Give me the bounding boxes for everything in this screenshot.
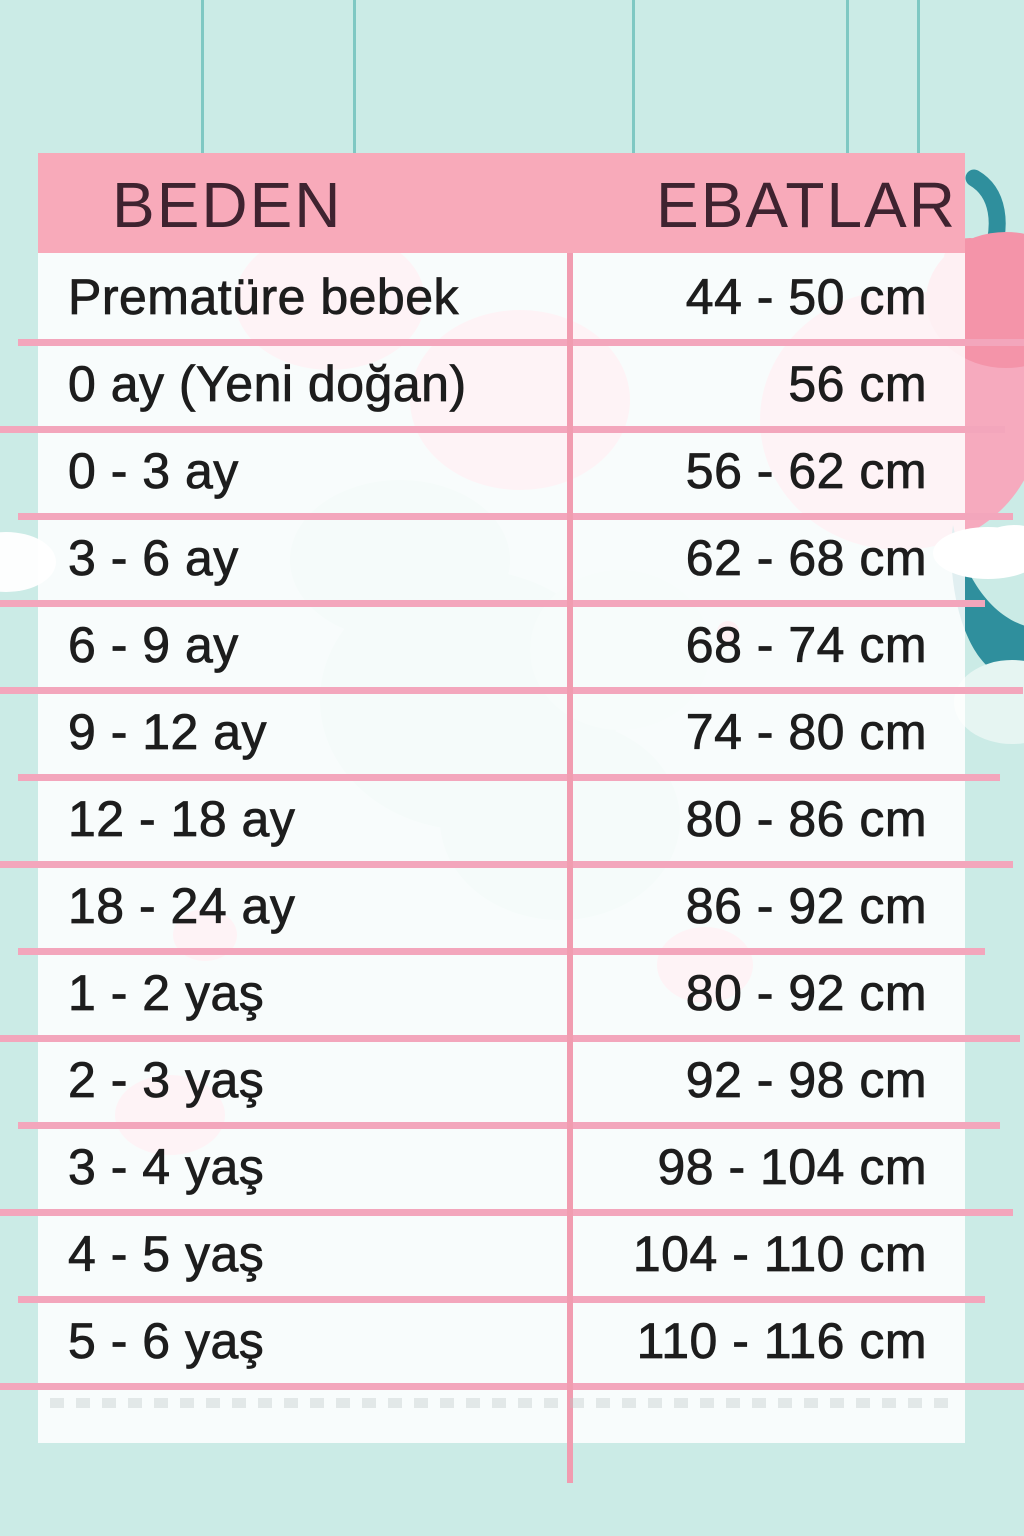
teal-wave-icon <box>951 525 1024 682</box>
row-separator-line <box>0 1035 1020 1042</box>
dimension-cell: 62 - 68 cm <box>685 529 927 586</box>
dimension-cell: 68 - 74 cm <box>685 616 927 673</box>
artifact-dashes <box>50 1398 950 1408</box>
dimension-cell: 110 - 116 cm <box>636 1312 927 1369</box>
size-cell: 3 - 4 yaş <box>68 1138 265 1195</box>
row-separator-line <box>0 426 1005 433</box>
size-cell: 18 - 24 ay <box>68 877 296 934</box>
row-separator-line <box>18 774 1000 781</box>
row-separator-line <box>18 948 985 955</box>
hanging-string-icon <box>201 0 204 155</box>
row-separator-line <box>18 513 1013 520</box>
table-row: 3 - 6 ay 62 - 68 cm <box>38 514 965 601</box>
table-row: 4 - 5 yaş 104 - 110 cm <box>38 1210 965 1297</box>
table-row: 18 - 24 ay 86 - 92 cm <box>38 862 965 949</box>
dimension-cell: 44 - 50 cm <box>685 268 927 325</box>
dimension-cell: 56 cm <box>788 355 927 412</box>
row-separator-line <box>18 1122 1000 1129</box>
size-cell: 12 - 18 ay <box>68 790 296 847</box>
table-row: 3 - 4 yaş 98 - 104 cm <box>38 1123 965 1210</box>
dimension-cell: 98 - 104 cm <box>657 1138 927 1195</box>
table-body: Prematüre bebek 44 - 50 cm 0 ay (Yeni doğa… <box>38 253 965 1384</box>
dimension-cell: 80 - 92 cm <box>685 964 927 1021</box>
size-cell: 3 - 6 ay <box>68 529 239 586</box>
hanging-string-icon <box>632 0 635 155</box>
table-row: 1 - 2 yaş 80 - 92 cm <box>38 949 965 1036</box>
header-col-ebatlar: EBATLAR <box>656 169 957 241</box>
hanging-string-icon <box>846 0 849 155</box>
hanging-string-icon <box>353 0 356 155</box>
cloud-icon <box>982 525 1024 561</box>
table-row: 5 - 6 yaş 110 - 116 cm <box>38 1297 965 1384</box>
table-header: BEDEN EBATLAR <box>38 153 965 253</box>
table-row: 0 - 3 ay 56 - 62 cm <box>38 427 965 514</box>
dimension-cell: 74 - 80 cm <box>685 703 927 760</box>
table-row: 2 - 3 yaş 92 - 98 cm <box>38 1036 965 1123</box>
dimension-cell: 56 - 62 cm <box>685 442 927 499</box>
cloud-icon <box>954 660 1024 744</box>
size-cell: 4 - 5 yaş <box>68 1225 265 1282</box>
table-row: 6 - 9 ay 68 - 74 cm <box>38 601 965 688</box>
row-separator-line <box>0 1209 1013 1216</box>
row-separator-line <box>0 1383 1024 1390</box>
size-cell: 5 - 6 yaş <box>68 1312 265 1369</box>
size-cell: 0 - 3 ay <box>68 442 239 499</box>
size-cell: 0 ay (Yeni doğan) <box>68 355 467 412</box>
size-cell: 2 - 3 yaş <box>68 1051 265 1108</box>
header-col-beden: BEDEN <box>112 169 343 241</box>
hanging-string-icon <box>917 0 920 155</box>
row-separator-line <box>18 339 1024 346</box>
dimension-cell: 80 - 86 cm <box>685 790 927 847</box>
size-cell: 6 - 9 ay <box>68 616 239 673</box>
column-divider <box>567 253 573 1483</box>
row-separator-line <box>0 600 985 607</box>
table-row: 12 - 18 ay 80 - 86 cm <box>38 775 965 862</box>
dimension-cell: 86 - 92 cm <box>685 877 927 934</box>
table-sheet <box>38 153 965 1443</box>
table-row: Prematüre bebek 44 - 50 cm <box>38 253 965 340</box>
table-row: 9 - 12 ay 74 - 80 cm <box>38 688 965 775</box>
size-cell: 1 - 2 yaş <box>68 964 265 1021</box>
size-cell: Prematüre bebek <box>68 268 460 325</box>
dimension-cell: 104 - 110 cm <box>632 1225 927 1282</box>
dimension-cell: 92 - 98 cm <box>685 1051 927 1108</box>
row-separator-line <box>18 1296 985 1303</box>
size-cell: 9 - 12 ay <box>68 703 268 760</box>
row-separator-line <box>0 687 1023 694</box>
row-separator-line <box>0 861 1013 868</box>
table-row: 0 ay (Yeni doğan) 56 cm <box>38 340 965 427</box>
